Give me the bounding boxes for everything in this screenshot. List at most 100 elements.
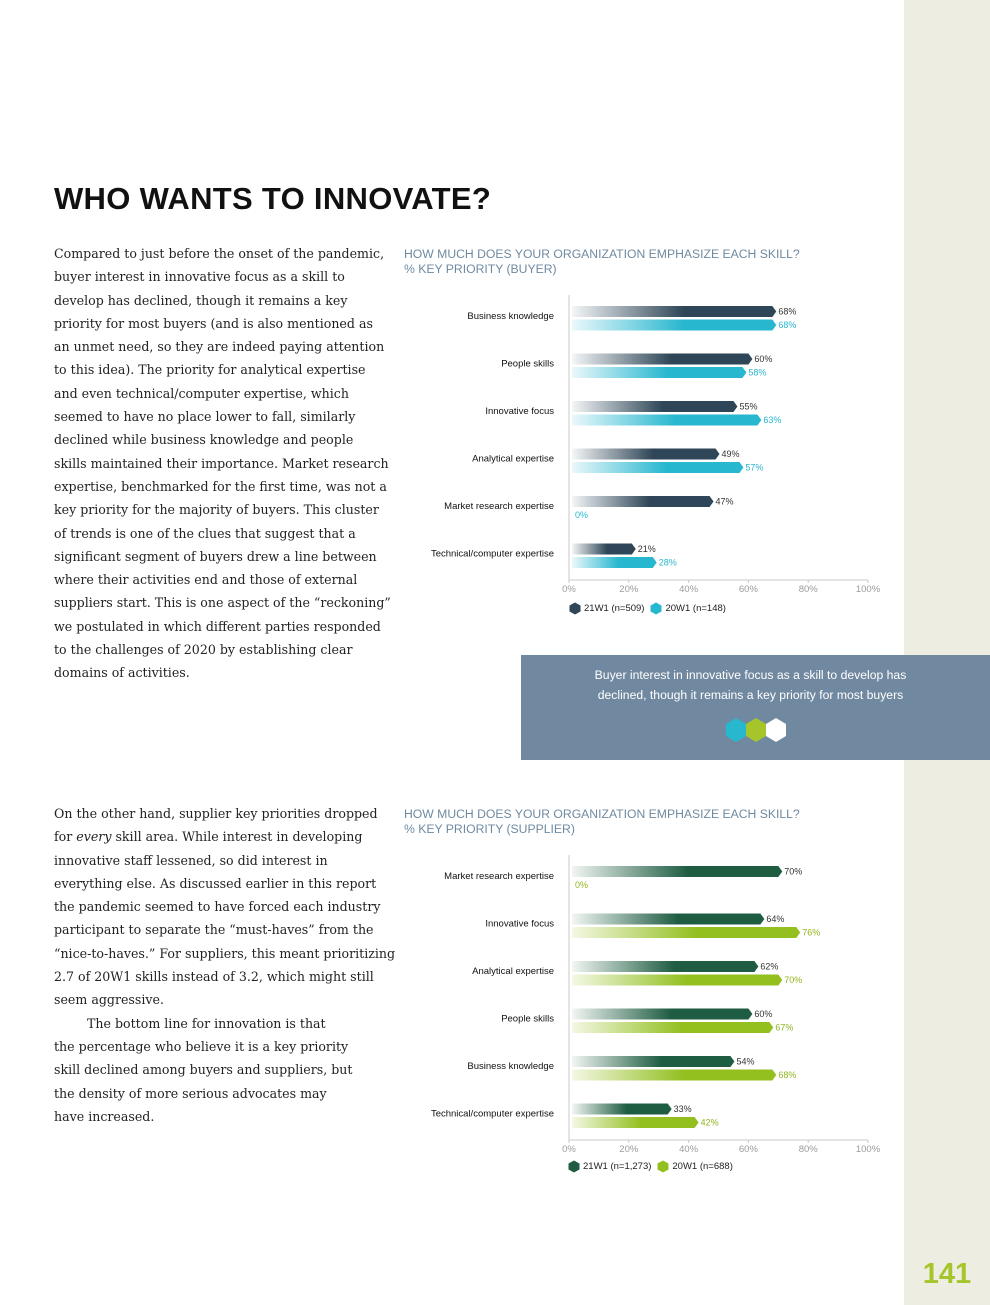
buyer-chart-legend: 21W1 (n=509) 20W1 (n=148) [569,602,726,615]
paragraph-suppliers: On the other hand, supplier key prioriti… [54,802,396,1012]
category-label: Analytical expertise [472,966,554,977]
bar-21w1 [572,1008,753,1020]
text-line: an unmet need, so they are indeed paying… [54,339,385,355]
supplier-chart-title: HOW MUCH DOES YOUR ORGANIZATION EMPHASIZ… [404,807,800,836]
category-label: Business knowledge [467,1061,554,1072]
text-line: develop has declined, though it remains … [54,292,348,308]
body-text-suppliers: On the other hand, supplier key prioriti… [54,802,396,1128]
x-tick-label: 80% [799,1144,819,1155]
chart-title-line: HOW MUCH DOES YOUR ORGANIZATION EMPHASIZ… [404,807,800,821]
text-line: suppliers start. This is one aspect of t… [54,595,391,611]
text-line: the percentage who believe it is a key p… [54,1038,349,1054]
bar-value-label: 58% [748,368,766,378]
legend-label: 21W1 (n=1,273) [583,1161,652,1172]
bar-20w1 [572,367,747,378]
legend-item-21w1: 21W1 (n=509) [569,602,644,615]
text-fragment: for [54,829,77,845]
bar-value-label: 63% [763,415,781,425]
callout-hexagons [521,717,990,743]
hexagon-icon [657,1160,669,1173]
bar-value-label: 42% [701,1118,719,1128]
body-text-buyers: Compared to just before the onset of the… [54,242,391,685]
text-line: of trends is one of the clues that sugge… [54,525,356,541]
hexagon-cluster-icon [725,718,786,742]
category-label: Market research expertise [444,871,554,882]
page-number: 141 [922,1258,972,1290]
text-line: for every skill area. While interest in … [54,825,384,848]
category-label: Business knowledge [467,311,554,322]
paragraph-buyers: Compared to just before the onset of the… [54,242,391,685]
bar-21w1 [572,913,765,925]
bar-value-label: 76% [802,928,820,938]
text-line: skills maintained their importance. Mark… [54,455,389,471]
text-line: declined while business knowledge and pe… [54,432,354,448]
hexagon-icon [569,602,581,615]
x-tick-label: 80% [799,584,819,595]
text-line: key priority for the majority of buyers.… [54,502,379,518]
bar-value-label: 55% [739,402,757,412]
text-line: seemed to have no place lower to fall, s… [54,409,356,425]
category-label: Technical/computer expertise [431,549,554,560]
text-fragment: The bottom line for innovation is that [87,1015,326,1031]
bar-value-label: 68% [778,1070,796,1080]
legend-label: 20W1 (n=148) [665,603,726,614]
bar-21w1 [572,1056,735,1067]
text-line: participant to separate the “must-haves”… [54,922,374,938]
hexagon-icon [650,602,662,615]
text-line: 2.7 of 20W1 skills instead of 3.2, which… [54,969,374,985]
bar-21w1 [572,866,783,877]
text-line: The bottom line for innovation is that [54,1012,384,1035]
paragraph-bottom-line: The bottom line for innovation is that t… [54,1012,384,1128]
bar-value-label: 67% [775,1023,793,1033]
category-label: People skills [501,1014,554,1025]
legend-label: 21W1 (n=509) [584,603,645,614]
bar-20w1 [572,974,783,986]
text-fragment: skill area. While interest in developing [111,829,363,845]
bar-21w1 [572,496,714,507]
bar-20w1 [572,1069,777,1081]
x-tick-label: 60% [739,1144,759,1155]
bar-value-label: 0% [575,880,588,890]
bar-value-label: 62% [760,962,778,972]
legend-item-21w1: 21W1 (n=1,273) [568,1160,651,1173]
chart-title-line: HOW MUCH DOES YOUR ORGANIZATION EMPHASIZ… [404,247,800,261]
category-label: Technical/computer expertise [431,1109,554,1120]
legend-item-20w1: 20W1 (n=148) [650,602,726,615]
bar-20w1 [572,414,762,426]
bar-21w1 [572,543,636,555]
text-line: to the challenges of 2020 by establishin… [54,642,353,658]
bar-20w1 [572,1117,699,1128]
bar-21w1 [572,353,753,365]
supplier-chart-legend: 21W1 (n=1,273) 20W1 (n=688) [568,1160,733,1173]
text-line: and even technical/computer expertise, w… [54,385,349,401]
bar-value-label: 0% [575,510,588,520]
callout-box: Buyer interest in innovative focus as a … [521,655,990,760]
x-tick-label: 40% [679,1144,699,1155]
bar-value-label: 47% [716,497,734,507]
bar-value-label: 28% [659,558,677,568]
bar-value-label: 70% [784,975,802,985]
supplier-skills-chart: 0% 20% 40% 60% 80% 100% Market research expert… [431,855,881,1155]
bar-21w1 [572,1103,672,1115]
x-tick-label: 20% [619,1144,639,1155]
text-line: the pandemic seemed to have forced each … [54,899,381,915]
bar-value-label: 57% [745,463,763,473]
x-tick-label: 60% [739,584,759,595]
x-tick-label: 40% [679,584,699,595]
hexagon-icon [568,1160,580,1173]
callout-line: Buyer interest in innovative focus as a … [594,668,907,682]
category-label: Market research expertise [444,501,554,512]
x-tick-label: 0% [562,1144,576,1155]
category-label: Analytical expertise [472,454,554,465]
text-line: Compared to just before the onset of the… [54,246,385,261]
chart-subtitle-line: % KEY PRIORITY (SUPPLIER) [404,821,575,836]
callout-text: Buyer interest in innovative focus as a … [581,665,920,705]
bar-value-label: 64% [766,914,784,924]
bar-20w1 [572,462,744,473]
bar-21w1 [572,306,777,317]
chart-subtitle-line: % KEY PRIORITY (BUYER) [404,261,557,276]
text-line: “nice-to-haves.” For suppliers, this mea… [54,945,396,961]
text-line: innovative staff lessened, so did intere… [54,852,328,868]
callout-line: declined, though it remains a key priori… [597,688,904,702]
text-line: where their activities end and those of … [54,572,358,588]
